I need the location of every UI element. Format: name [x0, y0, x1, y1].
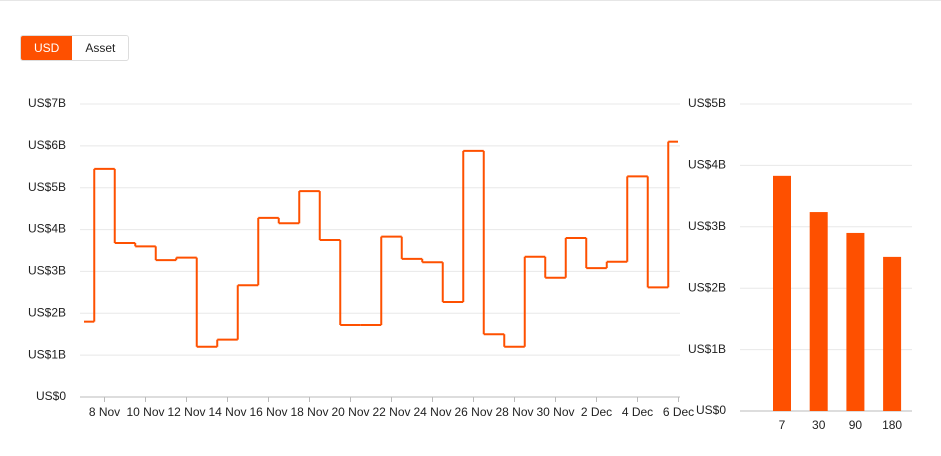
y-tick-label: US$6B	[28, 138, 66, 152]
y-tick-label: US$0	[36, 389, 66, 403]
y-tick-label: US$0	[696, 403, 726, 417]
x-tick-label: 14 Nov	[208, 405, 247, 419]
toggle-asset[interactable]: Asset	[72, 36, 129, 60]
x-tick-label: 26 Nov	[454, 405, 493, 419]
currency-toggle: USD Asset	[20, 35, 130, 61]
x-tick-label: 6 Dec	[662, 405, 695, 419]
y-tick-label: US$4B	[688, 158, 726, 172]
x-tick-label: 180	[882, 418, 902, 432]
x-tick-label: 8 Nov	[88, 405, 121, 419]
x-tick-label: 12 Nov	[167, 405, 206, 419]
x-tick-label: 90	[849, 418, 863, 432]
bar	[773, 175, 791, 411]
x-tick-label: 7	[779, 418, 786, 432]
x-tick-label: 30 Nov	[536, 405, 575, 419]
bar	[846, 232, 865, 411]
x-tick-label: 4 Dec	[621, 405, 654, 419]
x-tick-label: 28 Nov	[495, 405, 534, 419]
toggle-usd[interactable]: USD	[21, 36, 73, 60]
y-tick-label: US$4B	[28, 222, 66, 236]
x-tick-label: 30	[812, 418, 826, 432]
x-tick-label: 10 Nov	[126, 405, 165, 419]
y-tick-label: US$2B	[28, 305, 66, 319]
y-tick-label: US$5B	[28, 180, 66, 194]
y-tick-label: US$3B	[688, 219, 726, 233]
x-tick-label: 24 Nov	[413, 405, 452, 419]
y-tick-label: US$7B	[28, 96, 66, 110]
bar	[809, 212, 828, 411]
y-tick-label: US$3B	[28, 264, 66, 278]
x-tick-label: 20 Nov	[331, 405, 370, 419]
y-tick-label: US$1B	[688, 342, 726, 356]
bar	[883, 256, 902, 411]
x-tick-label: 22 Nov	[372, 405, 411, 419]
x-tick-label: 18 Nov	[290, 405, 329, 419]
y-tick-label: US$1B	[28, 347, 66, 361]
x-tick-label: 2 Dec	[580, 405, 613, 419]
y-tick-label: US$5B	[688, 96, 726, 110]
divider	[0, 0, 941, 1]
y-tick-label: US$2B	[688, 280, 726, 294]
x-tick-label: 16 Nov	[249, 405, 288, 419]
